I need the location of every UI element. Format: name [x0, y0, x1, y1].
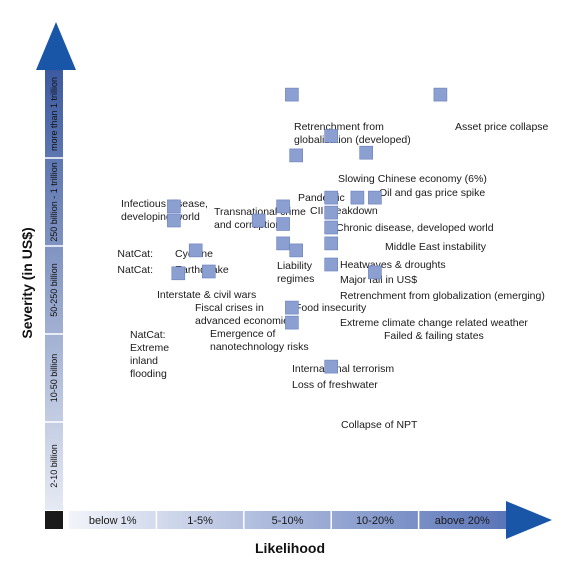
y-band-label: 10-50 billion: [49, 354, 59, 403]
risk-label-usd: Major fall in US$: [340, 274, 417, 286]
risk-marker: [350, 190, 365, 205]
risk-marker: [188, 243, 203, 258]
risk-marker: [324, 220, 339, 235]
x-axis-bar: [69, 511, 506, 529]
risk-label-oil: Oil and gas price spike: [379, 187, 485, 199]
axis-origin-block: [45, 511, 63, 529]
x-band-label: below 1%: [89, 515, 137, 527]
risk-marker: [324, 205, 339, 220]
risk-label-food: Food insecurity: [295, 302, 367, 314]
risk-marker: [167, 213, 181, 228]
risk-label-infect: Infectious disease, developing world: [121, 198, 208, 223]
x-axis: below 1% 1-5% 5-10% 10-20% above 20%: [45, 501, 552, 539]
risk-label-failed: Failed & failing states: [384, 330, 484, 342]
risk-label-wars: Interstate & civil wars: [157, 289, 256, 301]
risk-marker: [368, 265, 382, 280]
y-axis: 2-10 billion 10-50 billion 50-250 billion 2…: [36, 22, 76, 510]
risk-marker: [276, 236, 290, 251]
risk-label-china: Slowing Chinese economy (6%): [338, 173, 487, 185]
risk-marker: [324, 359, 339, 374]
risk-label-liability: Liability regimes: [277, 260, 314, 285]
x-axis-arrow-head: [506, 501, 552, 539]
y-axis-title: Severity (in US$): [19, 227, 35, 338]
risk-marker: [359, 145, 374, 160]
risk-label-chronic: Chronic disease, developed world: [336, 222, 494, 234]
risk-marker: [289, 148, 304, 163]
risk-marker: [324, 190, 339, 205]
risk-marker: [276, 217, 290, 231]
risk-label-flood: NatCat: Extreme inland flooding: [130, 329, 169, 380]
risk-marker: [285, 315, 299, 330]
risk-marker: [167, 199, 181, 214]
risk-label-heat: Heatwaves & droughts: [340, 259, 446, 271]
risk-marker: [285, 300, 299, 315]
point-markers: [167, 87, 448, 374]
risk-label-retrench-em: Retrenchment from globalization (emergin…: [340, 290, 545, 302]
risk-label-asset: Asset price collapse: [455, 121, 549, 133]
risk-label-fiscal: Fiscal crises in advanced economies: [195, 302, 294, 327]
risk-marker: [285, 87, 299, 102]
x-band-label: 1-5%: [187, 515, 213, 527]
y-band-label: 50-250 billion: [49, 263, 59, 317]
risk-marker: [171, 266, 186, 281]
risk-marker: [289, 243, 304, 258]
y-band-label: 2-10 billion: [49, 444, 59, 488]
risk-label-terror: International terrorism: [292, 363, 394, 375]
y-axis-arrow-head: [36, 22, 76, 70]
risk-label-mideast: Middle East instability: [385, 241, 487, 253]
y-band-label: 250 billion - 1 trillion: [49, 162, 59, 242]
risk-label-water: Loss of freshwater: [292, 379, 378, 391]
x-band-label: 10-20%: [356, 515, 394, 527]
risk-marker: [251, 213, 266, 228]
y-axis-bar: [45, 70, 63, 510]
risk-label-retrench-dev: Retrenchment from globalization (develope…: [294, 121, 411, 146]
risk-marker: [433, 87, 448, 102]
risk-marker: [324, 236, 339, 251]
risk-label-nano: Emergence of nanotechnology risks: [210, 328, 309, 353]
risk-marker: [324, 257, 339, 272]
risk-label-quake-a: NatCat:: [117, 264, 153, 276]
risk-marker: [368, 190, 382, 205]
risk-marker: [202, 264, 216, 279]
risk-marker: [324, 129, 339, 143]
risk-label-climate: Extreme climate change related weather: [340, 317, 528, 329]
y-band-label: more than 1 trillion: [49, 77, 59, 151]
risk-label-cyclone-a: NatCat:: [117, 248, 153, 260]
x-band-label: above 20%: [435, 515, 490, 527]
x-band-label: 5-10%: [272, 515, 304, 527]
risk-label-cii: CII breakdown: [310, 205, 378, 217]
risk-label-npt: Collapse of NPT: [341, 419, 418, 431]
x-axis-title: Likelihood: [255, 540, 325, 556]
risk-marker: [276, 199, 290, 214]
